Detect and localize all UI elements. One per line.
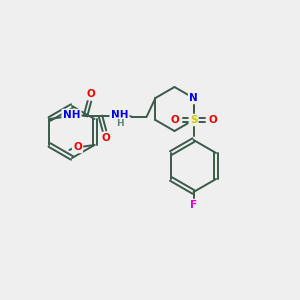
Text: NH: NH <box>63 110 80 120</box>
Text: NH: NH <box>111 110 128 120</box>
Text: F: F <box>190 200 197 210</box>
Text: O: O <box>170 115 179 125</box>
Text: O: O <box>73 142 82 152</box>
Text: H: H <box>116 118 123 127</box>
Text: O: O <box>86 89 95 99</box>
Text: S: S <box>190 115 197 125</box>
Text: N: N <box>189 93 198 103</box>
Text: O: O <box>208 115 217 125</box>
Text: O: O <box>101 133 110 143</box>
